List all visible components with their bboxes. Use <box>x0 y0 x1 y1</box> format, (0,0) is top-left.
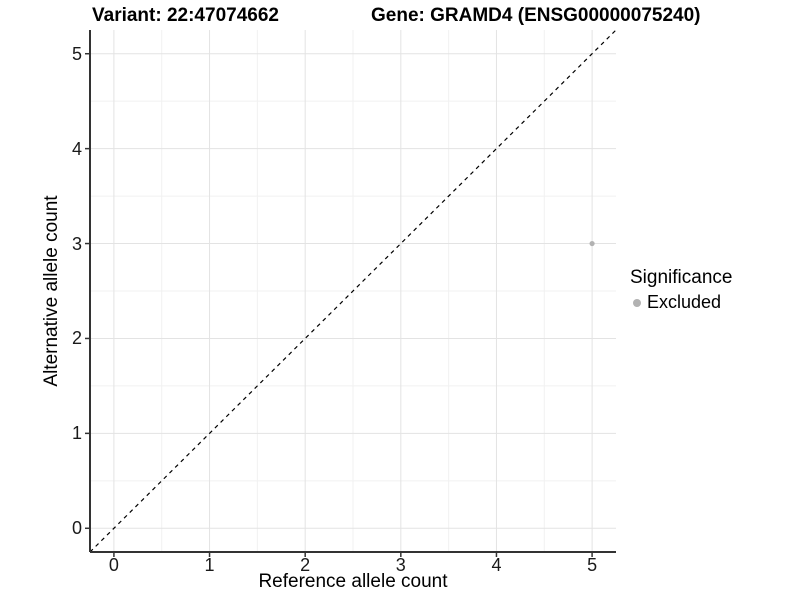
legend: Significance Excluded <box>630 267 732 313</box>
y-tick-label-0: 0 <box>71 518 82 539</box>
x-tick-label-1: 1 <box>204 555 215 575</box>
y-tick-label-5: 5 <box>71 43 82 64</box>
y-tick-label-3: 3 <box>71 233 82 254</box>
y-axis-label: Alternative allele count <box>41 195 62 387</box>
y-tick-label-1: 1 <box>71 423 82 444</box>
y-tick-label-2: 2 <box>71 328 82 349</box>
excluded-point-icon <box>633 298 641 307</box>
x-tick-label-4: 4 <box>491 555 502 575</box>
y-tick-label-4: 4 <box>71 138 82 159</box>
legend-entry-label: Excluded <box>647 292 722 312</box>
x-axis-label: Reference allele count <box>258 571 448 592</box>
x-tick-label-2: 2 <box>300 555 311 575</box>
x-tick-label-5: 5 <box>587 555 598 575</box>
gene-title: Gene: GRAMD4 (ENSG00000075240) <box>371 5 701 26</box>
x-tick-label-0: 0 <box>108 555 119 575</box>
legend-entry-excluded: Excluded <box>630 292 732 313</box>
data-point-excluded <box>589 240 595 247</box>
legend-title: Significance <box>630 267 733 288</box>
identity-reference-line <box>89 29 617 553</box>
x-tick-label-3: 3 <box>395 555 406 575</box>
variant-title: Variant: 22:47074662 <box>92 5 279 26</box>
